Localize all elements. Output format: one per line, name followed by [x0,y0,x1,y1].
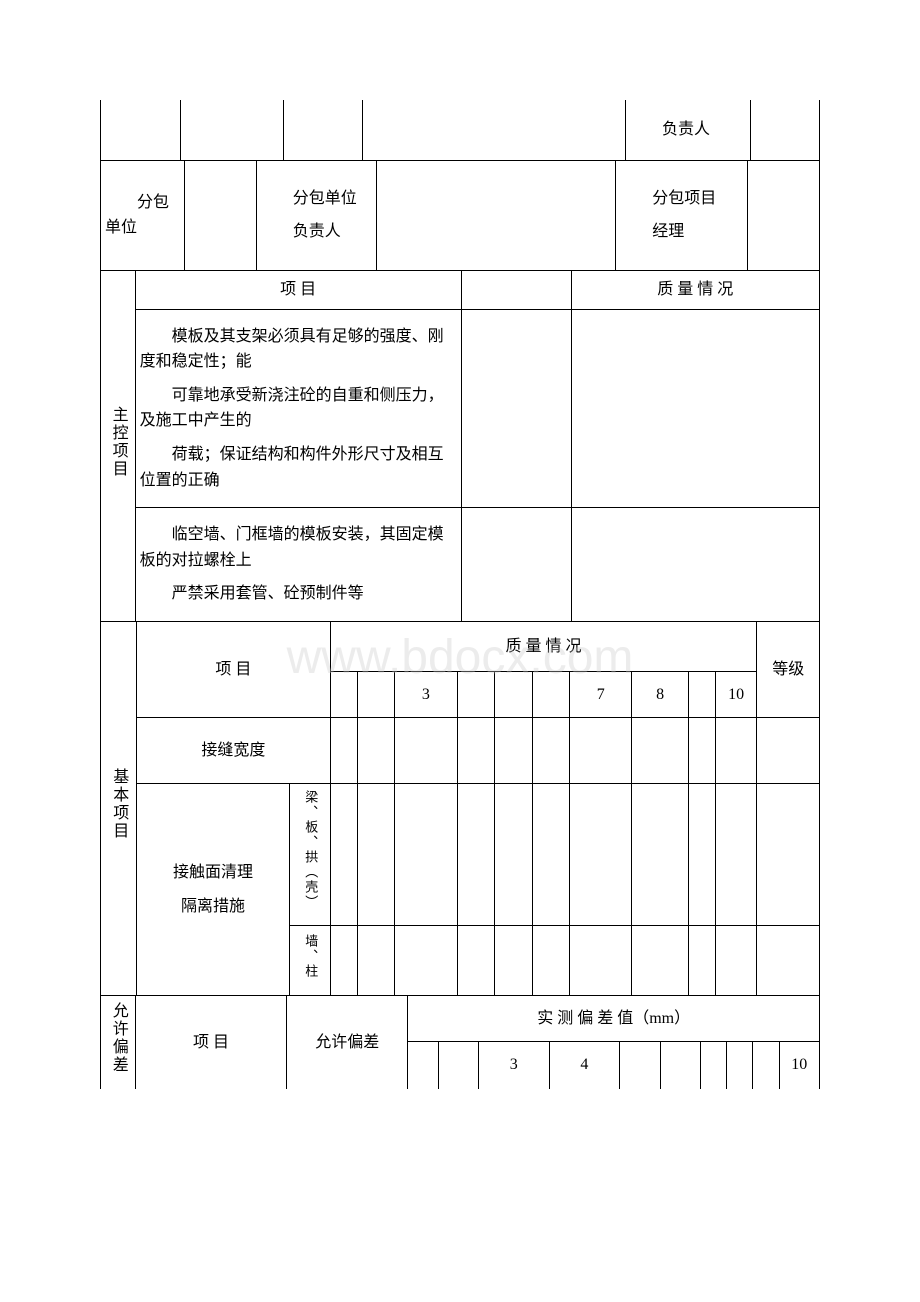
sec2-col-3: 3 [395,672,457,718]
section-1-item2-line2: 严禁采用套管、砼预制件等 [140,581,457,607]
section-3-header-project: 项 目 [135,996,286,1089]
header-table-2: 分包单位 分包单位 负责人 分包项目 经理 [100,161,820,272]
sub-pm-label-2: 经理 [620,219,743,245]
section-3-header-allow: 允许偏差 [287,996,408,1089]
section-2-header-grade: 等级 [757,622,820,718]
sub-pm-label-1: 分包项目 [620,186,743,212]
sub-unit-head-label-2: 负责人 [261,219,372,245]
sec2-row1-label: 接缝宽度 [137,718,331,784]
section-1-table: 主控项目 项 目 质 量 情 况 模板及其支架必须具有足够的强度、刚度和稳定性；… [100,271,820,622]
section-1-item1-line1: 模板及其支架必须具有足够的强度、刚度和稳定性；能 [140,324,457,375]
responsible-person-label: 负责人 [630,117,747,143]
sec2-row2-sub2: 墙、柱 [299,934,320,979]
section-2-header-quality: 质 量 情 况 [330,622,757,672]
section-1-side-label: 主控项目 [105,406,131,478]
sec2-row2-label-2: 隔离措施 [141,894,285,920]
sec2-row2-label-1: 接触面清理 [141,860,285,886]
sec3-col-4: 4 [549,1041,620,1088]
section-2-side-label: 基本项目 [106,768,132,840]
section-2-header-project: 项 目 [137,622,331,718]
section-1-header-quality: 质 量 情 况 [571,271,819,309]
section-3-header-measured: 实 测 偏 差 值（mm） [408,996,820,1041]
section-3-side-label: 允许偏差 [105,1002,131,1074]
sub-unit-label: 分包单位 [105,190,180,241]
section-1-item1-line2: 可靠地承受新浇注砼的自重和侧压力，及施工中产生的 [140,383,457,434]
sec2-col-8: 8 [632,672,688,718]
section-1-item2-line1: 临空墙、门框墙的模板安装，其固定模板的对拉螺栓上 [140,522,457,573]
sec2-col-7: 7 [570,672,632,718]
sec2-col-10: 10 [715,672,757,718]
header-table-1: 负责人 [100,100,820,161]
sec2-row2-sub1: 梁、板、拱（壳） [299,790,320,910]
sec3-col-10: 10 [779,1041,819,1088]
section-1-header-project: 项 目 [135,271,461,309]
sub-unit-head-label-1: 分包单位 [261,186,372,212]
section-3-table: 允许偏差 项 目 允许偏差 实 测 偏 差 值（mm） 3 4 10 [100,996,820,1089]
section-2-table: 基本项目 项 目 质 量 情 况 等级 3 7 8 10 接缝宽度 接触面清理 [100,622,820,996]
sec3-col-3: 3 [478,1041,549,1088]
section-1-item1-line3: 荷载；保证结构和构件外形尺寸及相互位置的正确 [140,442,457,493]
